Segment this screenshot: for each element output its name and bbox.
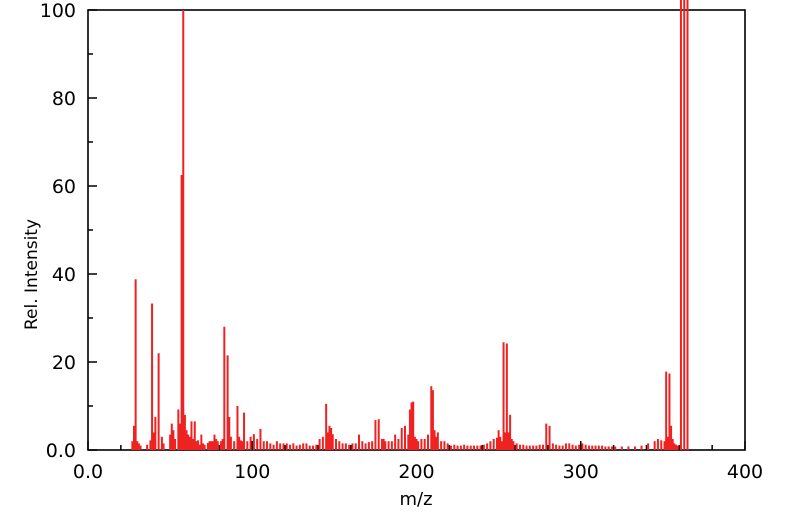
axis-ticks	[87, 9, 746, 451]
y-tick-label: 80	[52, 88, 76, 110]
x-tick-label: 400	[727, 461, 763, 483]
axis-tick-labels: 0.0 100 200 300 400 0.0 20 40 60 80 100	[40, 0, 763, 483]
y-tick-label: 60	[52, 176, 76, 198]
x-tick-label: 300	[563, 461, 599, 483]
y-tick-label: 100	[40, 0, 76, 22]
x-tick-label: 100	[234, 461, 270, 483]
y-tick-label: 40	[52, 264, 76, 286]
spectrum-peaks	[131, 0, 689, 450]
axis-titles: m/z	[399, 489, 432, 510]
y-tick-label: 20	[52, 352, 76, 374]
x-tick-label: 0.0	[73, 461, 103, 483]
y-tick-label: 0.0	[46, 440, 76, 462]
x-axis-label: m/z	[399, 489, 432, 510]
x-tick-label: 200	[398, 461, 434, 483]
axes-frame	[87, 9, 746, 451]
y-axis-label: Rel. Intensity	[22, 218, 42, 330]
